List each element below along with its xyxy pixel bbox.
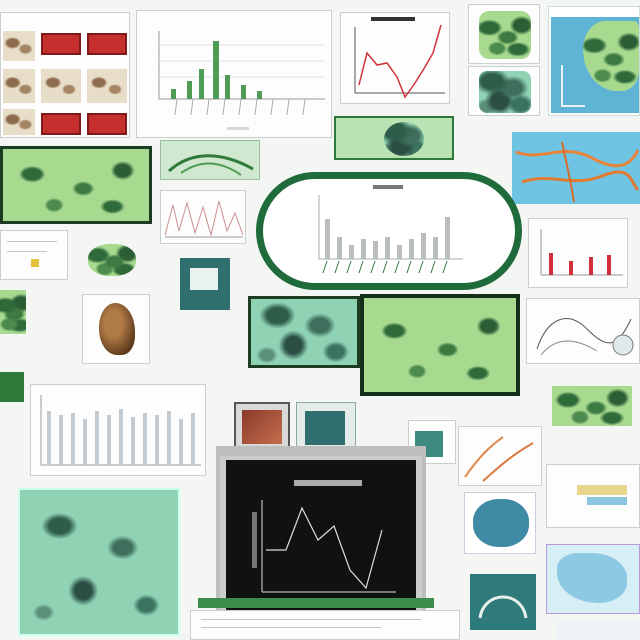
- tissue-cell-image: [41, 69, 81, 103]
- teal-circle-card: [464, 492, 536, 554]
- laptop-frame: [256, 172, 522, 290]
- waveform-graphic: [164, 200, 244, 238]
- wide-bar-chart-sheet: [30, 384, 206, 476]
- plant-banner: [160, 140, 260, 180]
- center-bar-chart: [318, 185, 463, 274]
- green-strip: [0, 372, 24, 402]
- green-blob-sheet: [468, 66, 540, 116]
- green-blob-image: [479, 71, 531, 113]
- red-sample-block: [87, 33, 127, 55]
- red-bar-chart-sheet: [528, 218, 628, 288]
- red-sample-block: [41, 33, 81, 55]
- teal-chart-sheet: [408, 420, 456, 464]
- monitor-frame: [216, 446, 426, 616]
- wide-bar-chart-graphic: [40, 395, 201, 466]
- bar-chart-sheet: [136, 10, 332, 138]
- tissue-cell-image: [87, 69, 127, 103]
- teal-circle: [473, 499, 529, 547]
- dark-line-chart: [252, 480, 396, 604]
- sketch-lines: [536, 318, 634, 356]
- green-leaf-cluster: [552, 386, 632, 426]
- red-sample-block: [41, 113, 81, 135]
- map-panel: [548, 6, 640, 116]
- river-map-panel: [512, 132, 640, 204]
- document-sheet: [0, 230, 68, 280]
- arch-graphic: [478, 595, 528, 619]
- vein-map-sheet: [458, 426, 542, 486]
- teal-arch-card: [470, 574, 536, 630]
- tissue-cell-image: [3, 109, 35, 135]
- microscopy-image-b: [360, 294, 520, 396]
- map-outline: [561, 65, 585, 107]
- device-card: [296, 402, 356, 452]
- large-teal-cell-image: [18, 488, 180, 636]
- line-chart-graphic: [354, 17, 445, 99]
- monitor-stand: [198, 598, 434, 608]
- green-bush-image: [88, 244, 136, 276]
- seed-image: [99, 303, 135, 355]
- device-screen: [305, 411, 345, 445]
- blue-landmass: [557, 553, 627, 603]
- green-tissue-image: [0, 146, 152, 224]
- red-bar-graphic: [540, 229, 623, 276]
- bar-chart-graphic: [158, 31, 325, 130]
- blue-strip: [587, 497, 627, 505]
- cursive-note: [556, 620, 640, 640]
- yellow-map-sheet: [546, 464, 640, 528]
- yellow-strip: [577, 485, 627, 495]
- laptop-screen: [242, 410, 282, 444]
- monitor-screen: [190, 268, 218, 290]
- line-chart-sheet: [340, 12, 450, 104]
- monitor-icon: [180, 258, 230, 310]
- microscopy-image-a: [248, 296, 360, 368]
- monitor-screen-dark: [226, 460, 416, 610]
- seed-specimen-card: [82, 294, 150, 364]
- green-fragment-image: [0, 290, 26, 334]
- leaf-image: [384, 122, 424, 156]
- green-blob-sheet: [468, 4, 540, 64]
- blue-map-sheet: [546, 544, 640, 614]
- tissue-cell-image: [3, 31, 35, 61]
- river-lines: [515, 141, 640, 203]
- tissue-grid-panel: [0, 12, 130, 138]
- laptop-icon: [234, 402, 290, 452]
- bottom-document: [190, 610, 460, 640]
- tissue-cell-image: [3, 69, 35, 103]
- vein-lines: [464, 436, 534, 482]
- red-sample-block: [87, 113, 127, 135]
- waveform-sheet: [160, 190, 246, 244]
- yellow-marker: [31, 259, 39, 267]
- sketch-diagram: [526, 298, 640, 364]
- leaf-card: [334, 116, 454, 160]
- green-blob-image: [479, 11, 531, 59]
